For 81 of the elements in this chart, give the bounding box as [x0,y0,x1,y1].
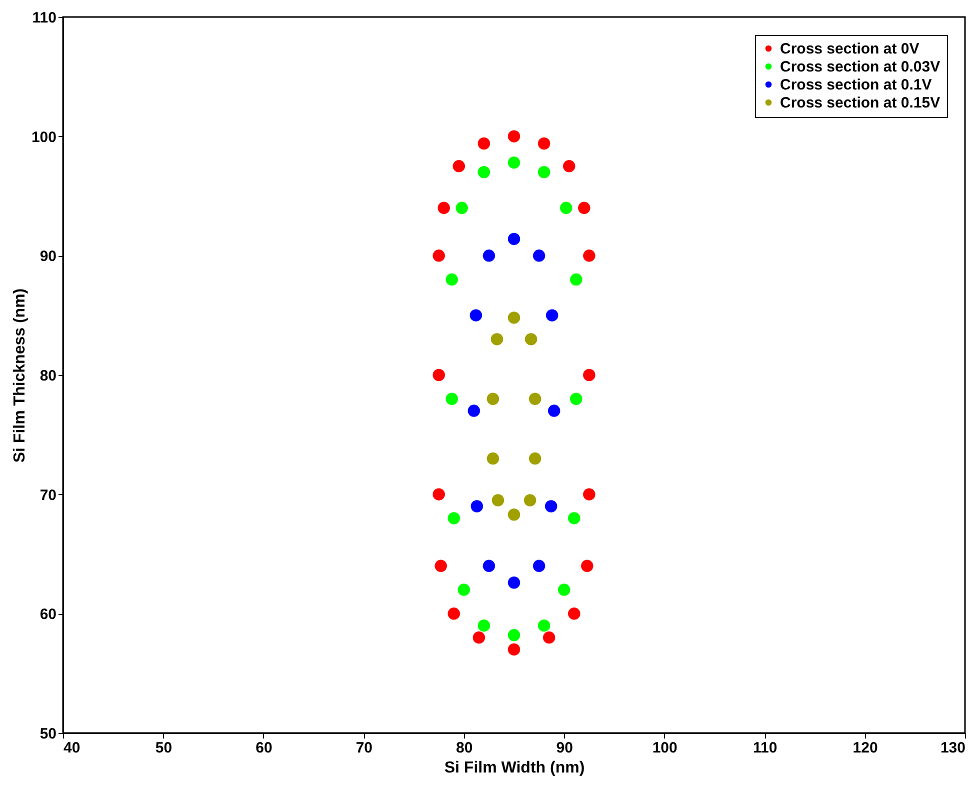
point [538,137,550,150]
x-tick-label: 90 [556,740,573,756]
x-tick-label: 60 [256,740,272,756]
x-tick-label: 100 [652,740,678,756]
y-axis-title: Si Film Thickness (nm) [11,288,28,463]
point [456,202,468,214]
point [486,452,500,465]
point [482,560,496,572]
x-tick-label: 80 [456,740,473,756]
point [432,250,445,262]
legend-label: Cross section at 0.1V [780,76,932,94]
x-tick-label: 40 [64,740,80,756]
point [570,273,582,286]
point [478,166,490,178]
x-tick-label: 130 [940,740,966,756]
point [508,312,520,324]
legend-label: Cross section at 0.03V [780,58,940,76]
point [581,560,594,572]
y-tick-label: 90 [40,248,56,266]
point [508,232,520,246]
y-tick-label: 110 [32,10,56,26]
point [438,202,450,214]
point [492,494,504,506]
point [568,512,580,524]
point [458,584,470,596]
point [544,500,558,512]
point [528,392,542,405]
point [563,160,576,172]
y-tick-label: 50 [40,726,56,742]
y-tick-label: 70 [40,486,56,504]
point [560,202,572,214]
point [568,608,580,620]
y-tick-label: 60 [40,606,56,624]
point [570,392,582,405]
point [538,166,550,178]
point [434,560,447,572]
point [578,202,590,214]
point [468,404,480,417]
point [524,494,536,506]
point [470,500,484,512]
point [486,392,500,405]
point [452,160,465,172]
point [558,584,570,596]
point [508,629,520,642]
x-tick-label: 110 [752,740,778,756]
point [432,368,445,382]
x-axis-title: Si Film Width (nm) [444,760,585,776]
point [478,137,490,150]
x-tick-label: 50 [155,740,172,756]
point [432,488,445,500]
point [508,576,520,589]
point [583,368,596,382]
point [446,392,458,405]
point [548,404,560,417]
point [524,333,538,346]
point [448,512,460,524]
y-tick-label: 100 [31,128,56,146]
point [532,250,546,262]
point [546,309,558,322]
point [478,619,490,632]
point [508,130,520,142]
point [532,560,546,572]
point [472,631,486,644]
y-tick-label: 80 [40,368,56,384]
point [508,643,520,656]
point [542,631,556,644]
x-tick-label: 120 [852,740,878,756]
point [448,608,460,620]
legend-label: Cross section at 0.15V [780,94,940,112]
x-tick-label: 70 [356,740,373,756]
point [583,250,596,262]
legend-label: Cross section at 0V [780,40,920,58]
point [446,273,458,286]
point [583,488,596,500]
point [538,619,550,632]
point [470,309,482,322]
point [528,452,542,465]
point [490,333,504,346]
point [508,508,520,521]
point [482,250,496,262]
point [508,156,520,169]
